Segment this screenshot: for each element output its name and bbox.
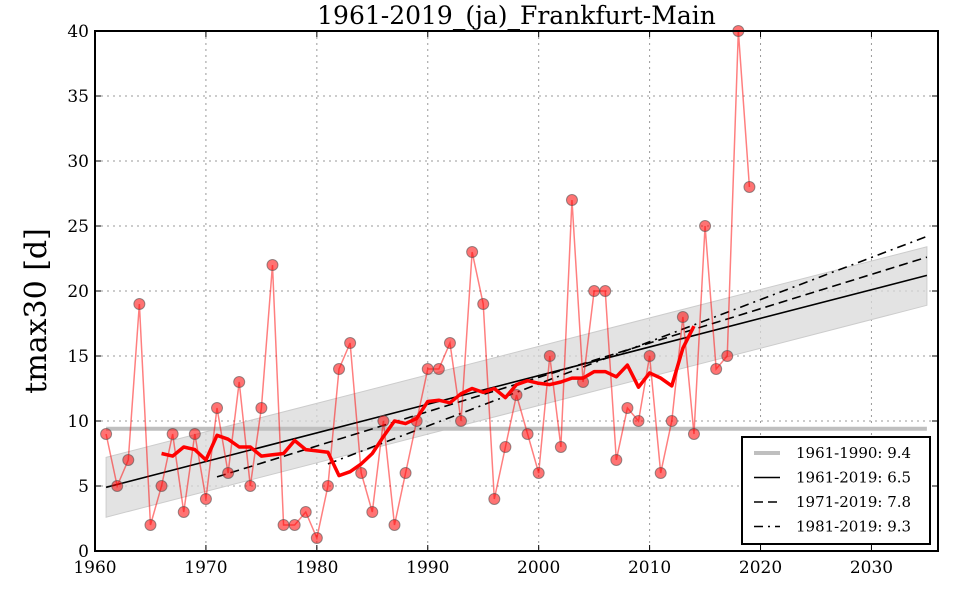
x-tick-label: 1990: [406, 558, 449, 578]
data-point-2003: [565, 194, 578, 206]
y-tick-label: 30: [67, 152, 89, 172]
data-point-2009: [632, 415, 645, 427]
data-point-1969: [188, 428, 201, 440]
legend-label: 1961-1990: 9.4: [796, 444, 911, 462]
y-tick-label: 25: [67, 217, 89, 237]
data-point-1987: [388, 519, 401, 531]
data-point-1996: [488, 493, 501, 505]
data-point-2011: [654, 467, 667, 479]
data-point-1962: [111, 480, 124, 492]
data-point-1983: [344, 337, 357, 349]
data-point-1991: [432, 363, 445, 375]
y-tick-label: 20: [67, 282, 89, 302]
x-tick-label: 2020: [739, 558, 782, 578]
data-point-1977: [277, 519, 290, 531]
data-point-1975: [255, 402, 268, 414]
data-point-2001: [543, 350, 556, 362]
data-point-1976: [266, 259, 279, 271]
legend-label: 1971-2019: 7.8: [796, 493, 911, 511]
data-point-1965: [144, 519, 157, 531]
x-tick-label: 1970: [184, 558, 227, 578]
trend-layer: [105, 235, 928, 489]
x-tick-label: 2000: [517, 558, 560, 578]
legend-label: 1981-2019: 9.3: [796, 518, 911, 536]
y-axis-label: tmax30 [d]: [19, 228, 54, 394]
legend-label: 1961-2019: 6.5: [796, 469, 911, 487]
y-tick-label: 0: [78, 542, 89, 562]
data-point-1988: [399, 467, 412, 479]
data-point-1979: [299, 506, 312, 518]
data-point-1994: [466, 246, 479, 258]
moving-average-line: [161, 325, 696, 478]
data-point-2006: [599, 285, 612, 297]
chart-title: 1961-2019_(ja)_Frankfurt-Main: [317, 1, 716, 30]
data-point-2005: [588, 285, 601, 297]
data-point-2012: [665, 415, 678, 427]
data-point-1961: [100, 428, 113, 440]
annual-series-layer: [100, 25, 756, 544]
data-point-1971: [211, 402, 224, 414]
data-point-1999: [521, 428, 534, 440]
data-point-1972: [222, 467, 235, 479]
data-point-1968: [177, 506, 190, 518]
data-point-2014: [687, 428, 700, 440]
data-point-1992: [443, 337, 456, 349]
data-point-1980: [310, 532, 323, 544]
data-point-1981: [321, 480, 334, 492]
y-tick-label: 35: [67, 87, 89, 107]
data-point-1984: [355, 467, 368, 479]
moving-average-layer: [161, 325, 696, 478]
data-point-1967: [166, 428, 179, 440]
data-point-2010: [643, 350, 656, 362]
data-point-1974: [244, 480, 257, 492]
data-point-1985: [366, 506, 379, 518]
data-point-1997: [499, 441, 512, 453]
data-point-1993: [455, 415, 468, 427]
data-point-2008: [621, 402, 634, 414]
y-tick-label: 15: [67, 347, 89, 367]
data-point-1990: [421, 363, 434, 375]
ticks: 1960 1970 1980 1990 2000 2010 2020 203005101520…: [67, 22, 938, 578]
data-point-1964: [133, 298, 146, 310]
data-point-1970: [199, 493, 212, 505]
data-point-1966: [155, 480, 168, 492]
y-tick-label: 10: [67, 412, 89, 432]
data-point-2017: [721, 350, 734, 362]
data-point-1982: [333, 363, 346, 375]
y-tick-label: 40: [67, 22, 89, 42]
trend-line-solid: [105, 274, 928, 489]
data-point-1973: [233, 376, 246, 388]
data-point-1986: [377, 415, 390, 427]
data-point-1998: [510, 389, 523, 401]
data-point-2000: [532, 467, 545, 479]
x-tick-label: 2010: [628, 558, 671, 578]
trend-line-dashed: [216, 256, 928, 478]
data-point-2007: [610, 454, 623, 466]
data-point-1978: [288, 519, 301, 531]
data-point-2019: [743, 181, 756, 193]
data-point-2016: [710, 363, 723, 375]
x-tick-label: 1960: [73, 558, 116, 578]
trend-line-dashdot: [327, 235, 928, 465]
legend: 1961-1990: 9.4 1961-2019: 6.5 1971-2019: 7…: [741, 436, 931, 545]
data-point-2015: [699, 220, 712, 232]
y-tick-label: 5: [78, 477, 89, 497]
x-tick-label: 2030: [850, 558, 893, 578]
x-tick-label: 1980: [295, 558, 338, 578]
data-point-2002: [554, 441, 567, 453]
data-point-1963: [122, 454, 135, 466]
data-point-1995: [477, 298, 490, 310]
data-point-2013: [676, 311, 689, 323]
